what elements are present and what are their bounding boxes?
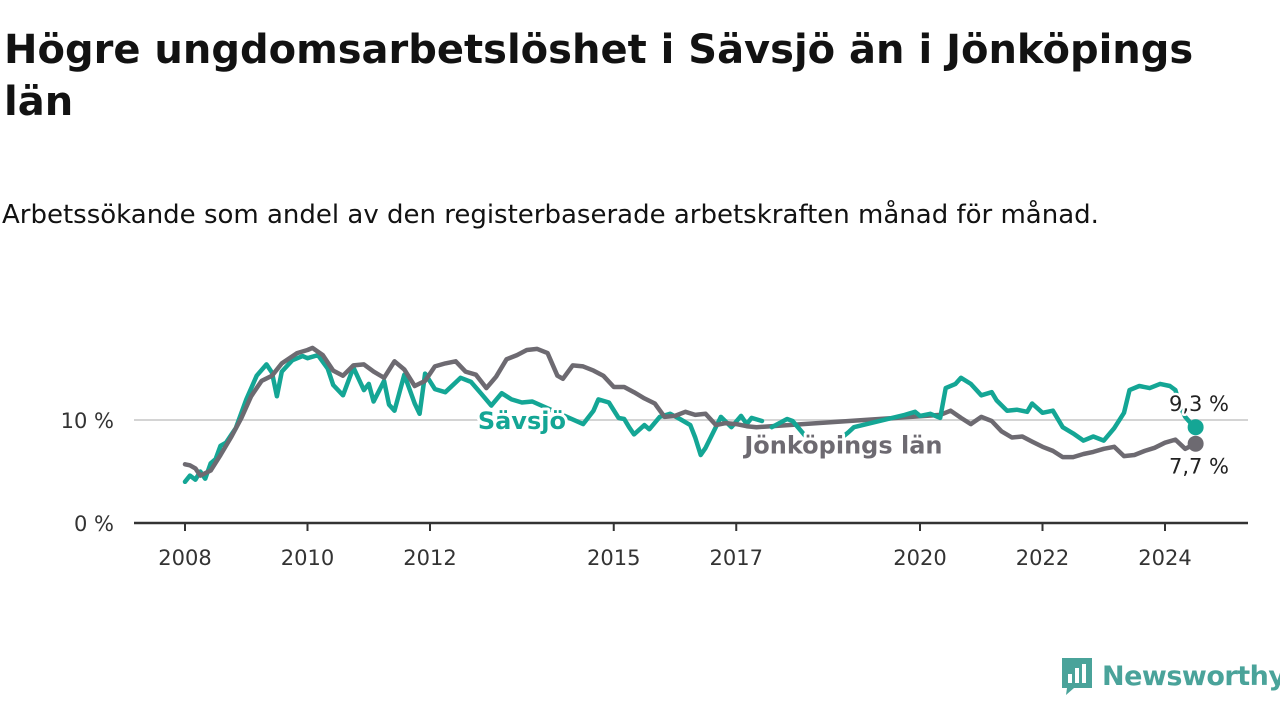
series-line-savsjo-continued <box>769 375 1198 460</box>
brand-name: Newsworthy <box>1102 660 1280 692</box>
newsworthy-logo-icon <box>1062 658 1092 695</box>
brand-logo[interactable]: Newsworthy <box>1060 655 1280 697</box>
chart-subtitle: Arbetssökande som andel av den registerb… <box>2 200 1099 230</box>
x-tick-label: 2022 <box>1016 546 1069 570</box>
y-tick-label: 10 % <box>61 409 114 433</box>
line-chart: 0 % 10 % 2008 2010 2012 2015 2017 2020 2022 2024 S… <box>61 345 1248 570</box>
end-value-label-jonkopings-lan: 7,7 % <box>1169 455 1229 479</box>
x-tick-label: 2015 <box>587 546 640 570</box>
end-marker-jonkopings-lan <box>1187 435 1204 452</box>
y-tick-label: 0 % <box>74 512 114 536</box>
x-tick-label: 2008 <box>158 546 211 570</box>
end-marker-savsjo <box>1187 419 1204 436</box>
x-tick-label: 2010 <box>281 546 334 570</box>
series-label-jonkopings-lan: Jönköpings län <box>742 432 942 460</box>
series-line-jonkopings-lan <box>182 345 1198 478</box>
x-tick-label: 2012 <box>403 546 456 570</box>
x-tick-label: 2017 <box>710 546 763 570</box>
series-label-savsjo: Sävsjö <box>478 407 566 435</box>
end-value-label-savsjo: 9,3 % <box>1169 392 1229 416</box>
x-tick-label: 2024 <box>1138 546 1191 570</box>
x-tick-label: 2020 <box>893 546 946 570</box>
chart-title: Högre ungdomsarbetslöshet i Sävsjö än i … <box>4 27 1194 125</box>
